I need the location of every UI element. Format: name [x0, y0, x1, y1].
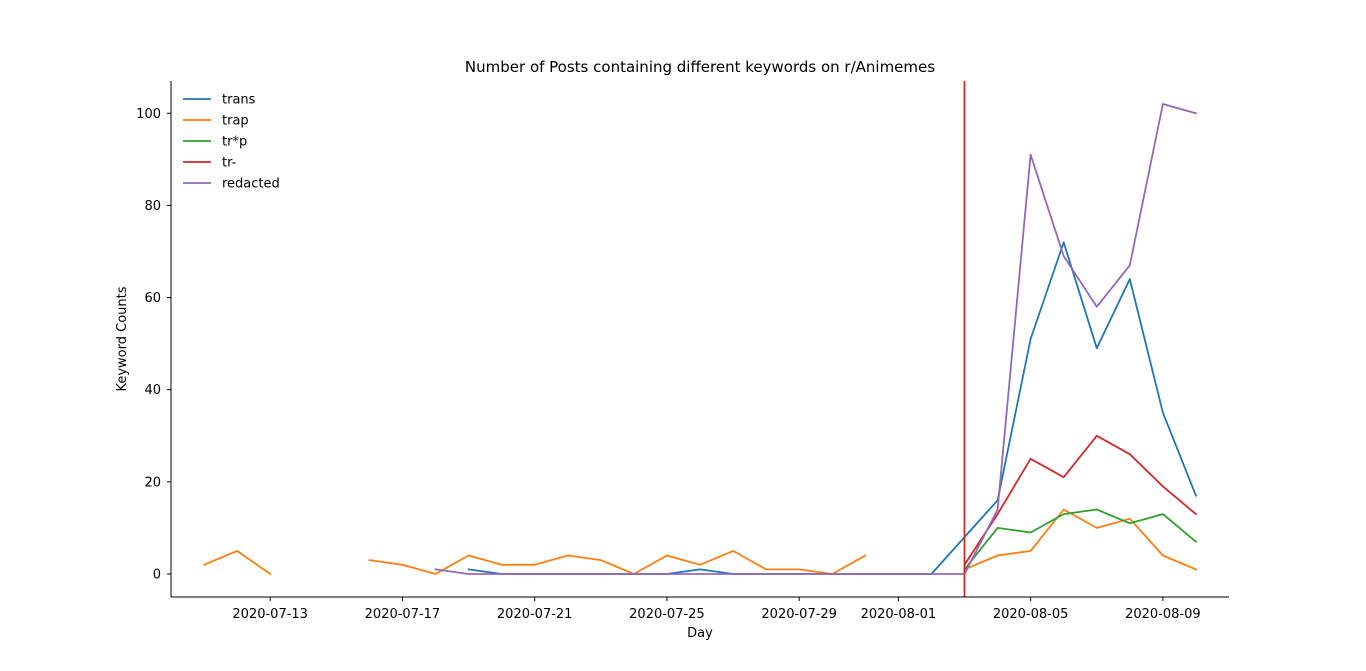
- chart-title: Number of Posts containing different key…: [465, 58, 935, 76]
- series-line-trap-seg2: [963, 508, 1198, 571]
- y-axis-ticks: 0 20 40 60 80 100: [136, 107, 171, 582]
- x-tick-label: 2020-08-01: [861, 607, 937, 622]
- series-line-trap-seg0: [202, 550, 272, 576]
- series-line-tr-p: [963, 508, 1198, 571]
- y-tick-label: 0: [153, 567, 161, 582]
- x-tick-label: 2020-07-21: [497, 607, 573, 622]
- legend-label: trans: [222, 93, 256, 108]
- x-axis-ticks: 2020-07-13 2020-07-17 2020-07-21 2020-07-25…: [232, 597, 1201, 622]
- x-tick-label: 2020-08-09: [1125, 607, 1201, 622]
- x-tick-label: 2020-07-25: [629, 607, 705, 622]
- legend-label: trap: [222, 114, 249, 129]
- y-axis-title: Keyword Counts: [115, 286, 130, 391]
- x-tick-label: 2020-07-13: [232, 607, 308, 622]
- y-tick-label: 100: [136, 107, 161, 122]
- y-tick-label: 20: [144, 475, 161, 490]
- x-tick-label: 2020-07-29: [761, 607, 837, 622]
- series-line-trap-seg1: [368, 550, 867, 575]
- y-tick-label: 60: [144, 291, 161, 306]
- series-group: [202, 103, 1198, 576]
- series-line-tr: [963, 434, 1198, 567]
- legend-label: tr-: [222, 156, 237, 171]
- legend-label: redacted: [222, 177, 280, 192]
- x-tick-label: 2020-08-05: [993, 607, 1069, 622]
- y-tick-label: 40: [144, 383, 161, 398]
- legend: trans trap tr*p tr-redacted: [183, 93, 280, 192]
- plot-area: [202, 81, 1198, 597]
- x-axis-title: Day: [687, 626, 713, 641]
- legend-label: tr*p: [222, 135, 247, 150]
- x-tick-label: 2020-07-17: [365, 607, 441, 622]
- y-tick-label: 80: [144, 199, 161, 214]
- series-line-redacted: [434, 103, 1198, 575]
